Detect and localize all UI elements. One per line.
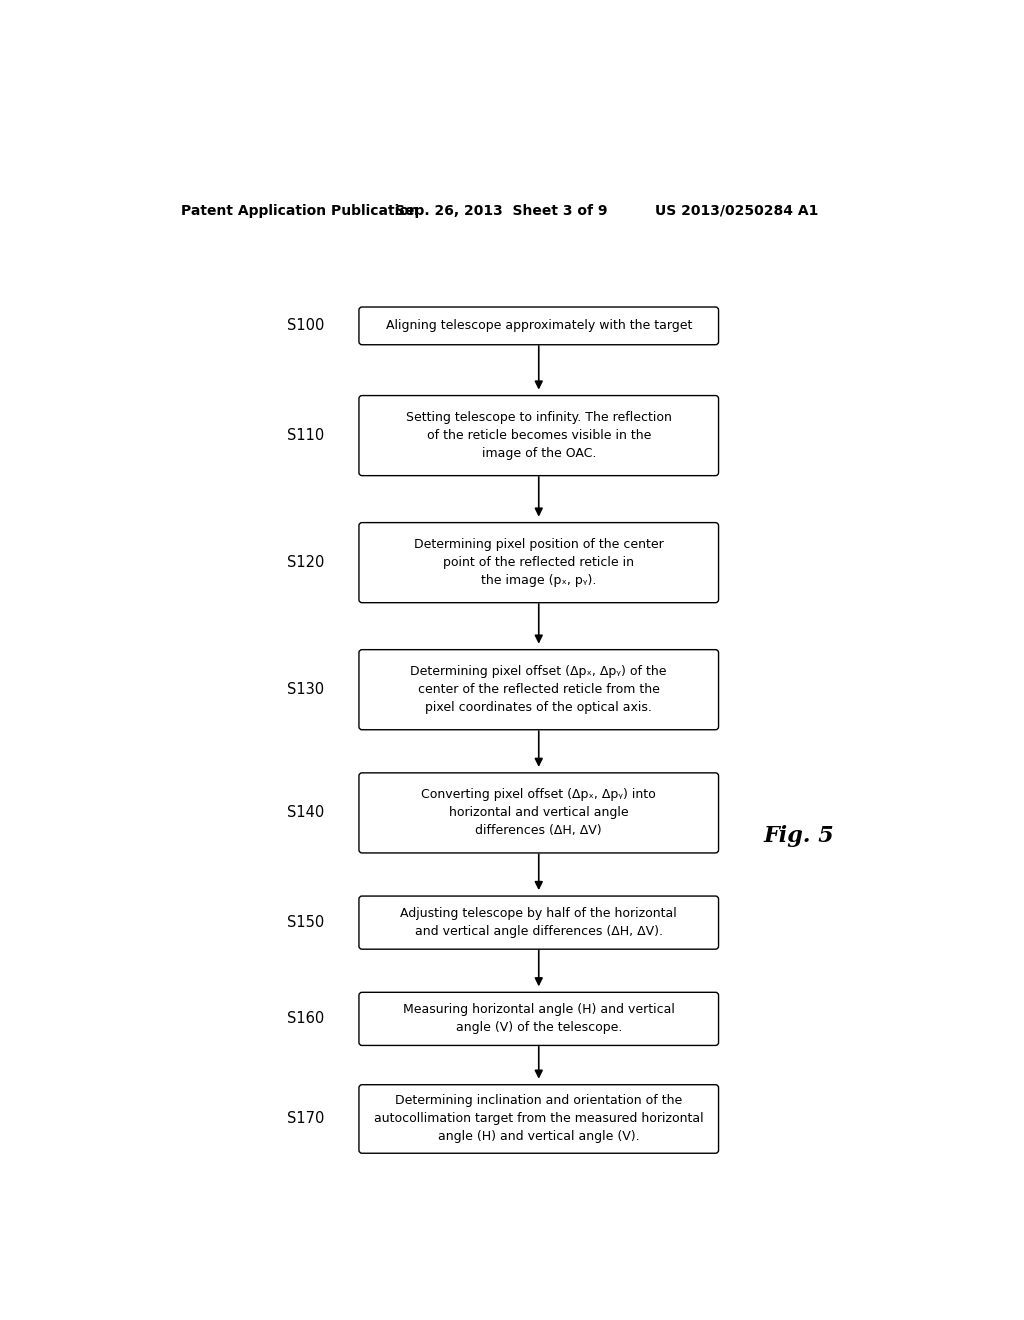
Text: Sep. 26, 2013  Sheet 3 of 9: Sep. 26, 2013 Sheet 3 of 9 (395, 203, 608, 218)
FancyBboxPatch shape (359, 896, 719, 949)
Text: Fig. 5: Fig. 5 (764, 825, 835, 847)
Text: Determining pixel position of the center
point of the reflected reticle in
the i: Determining pixel position of the center… (414, 539, 664, 587)
Text: S170: S170 (287, 1111, 325, 1126)
Text: S140: S140 (287, 805, 325, 821)
Text: Determining pixel offset (Δpₓ, Δpᵧ) of the
center of the reflected reticle from : Determining pixel offset (Δpₓ, Δpᵧ) of t… (411, 665, 667, 714)
Text: Determining inclination and orientation of the
autocollimation target from the m: Determining inclination and orientation … (374, 1094, 703, 1143)
FancyBboxPatch shape (359, 1085, 719, 1154)
FancyBboxPatch shape (359, 774, 719, 853)
FancyBboxPatch shape (359, 396, 719, 475)
Text: S130: S130 (287, 682, 324, 697)
Text: Setting telescope to infinity. The reflection
of the reticle becomes visible in : Setting telescope to infinity. The refle… (406, 411, 672, 461)
Text: Measuring horizontal angle (H) and vertical
angle (V) of the telescope.: Measuring horizontal angle (H) and verti… (402, 1003, 675, 1035)
Text: S110: S110 (287, 428, 325, 444)
Text: Patent Application Publication: Patent Application Publication (180, 203, 419, 218)
FancyBboxPatch shape (359, 523, 719, 603)
Text: S150: S150 (287, 915, 325, 931)
Text: Aligning telescope approximately with the target: Aligning telescope approximately with th… (386, 319, 692, 333)
Text: S120: S120 (287, 556, 325, 570)
FancyBboxPatch shape (359, 993, 719, 1045)
Text: S160: S160 (287, 1011, 325, 1027)
FancyBboxPatch shape (359, 308, 719, 345)
Text: S100: S100 (287, 318, 325, 334)
FancyBboxPatch shape (359, 649, 719, 730)
Text: Converting pixel offset (Δpₓ, Δpᵧ) into
horizontal and vertical angle
difference: Converting pixel offset (Δpₓ, Δpᵧ) into … (421, 788, 656, 837)
Text: Adjusting telescope by half of the horizontal
and vertical angle differences (ΔH: Adjusting telescope by half of the horiz… (400, 907, 677, 939)
Text: US 2013/0250284 A1: US 2013/0250284 A1 (655, 203, 818, 218)
